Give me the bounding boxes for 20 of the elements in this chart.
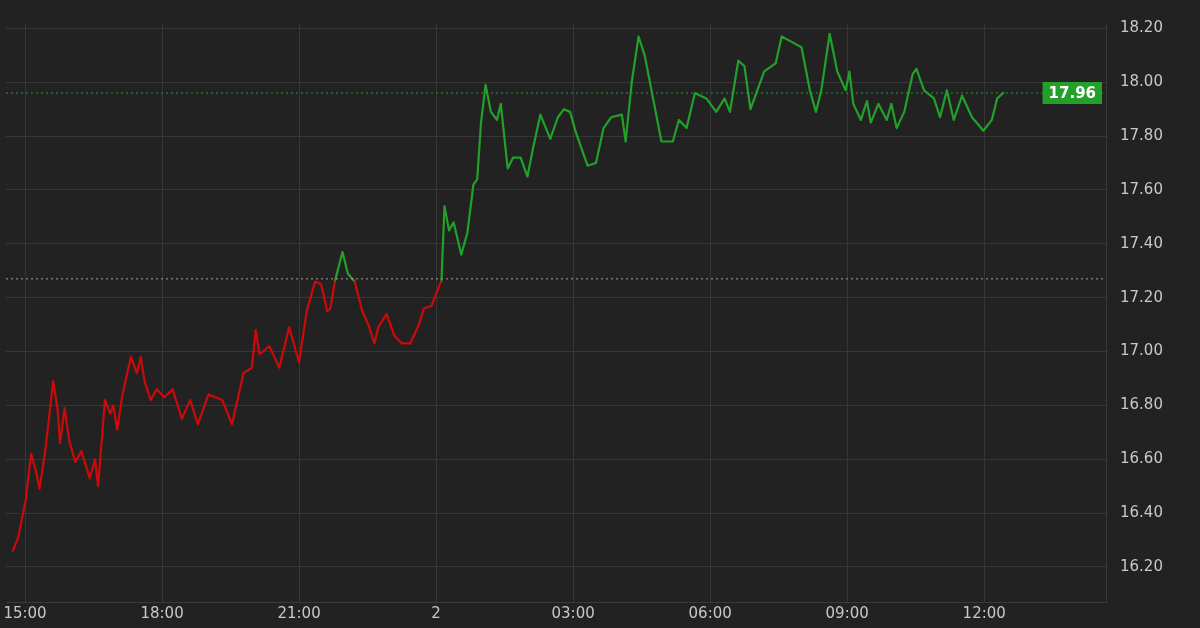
- y-tick-label: 16.60: [1120, 449, 1163, 468]
- y-tick-label: 18.00: [1120, 72, 1163, 91]
- y-tick-label: 17.80: [1120, 126, 1163, 144]
- x-tick-label: 2: [431, 603, 441, 622]
- x-tick-label: 18:00: [140, 603, 184, 622]
- y-tick-label: 18.20: [1120, 18, 1163, 37]
- y-tick-label: 17.00: [1120, 341, 1163, 360]
- y-tick-label: 17.20: [1120, 287, 1163, 306]
- x-tick-label: 15:00: [3, 603, 47, 622]
- x-tick-label: 06:00: [688, 603, 732, 622]
- y-tick-label: 16.20: [1120, 556, 1163, 575]
- y-tick-label: 17.60: [1120, 179, 1163, 198]
- x-tick-label: 03:00: [551, 603, 595, 622]
- y-tick-label: 17.40: [1120, 233, 1163, 252]
- x-tick-label: 21:00: [277, 603, 321, 622]
- y-tick-label: 16.40: [1120, 503, 1163, 522]
- x-tick-label: 12:00: [962, 603, 1006, 622]
- ref-line-label: 17.96: [1048, 83, 1097, 102]
- y-tick-label: 16.80: [1120, 395, 1163, 414]
- x-tick-label: 09:00: [825, 603, 869, 622]
